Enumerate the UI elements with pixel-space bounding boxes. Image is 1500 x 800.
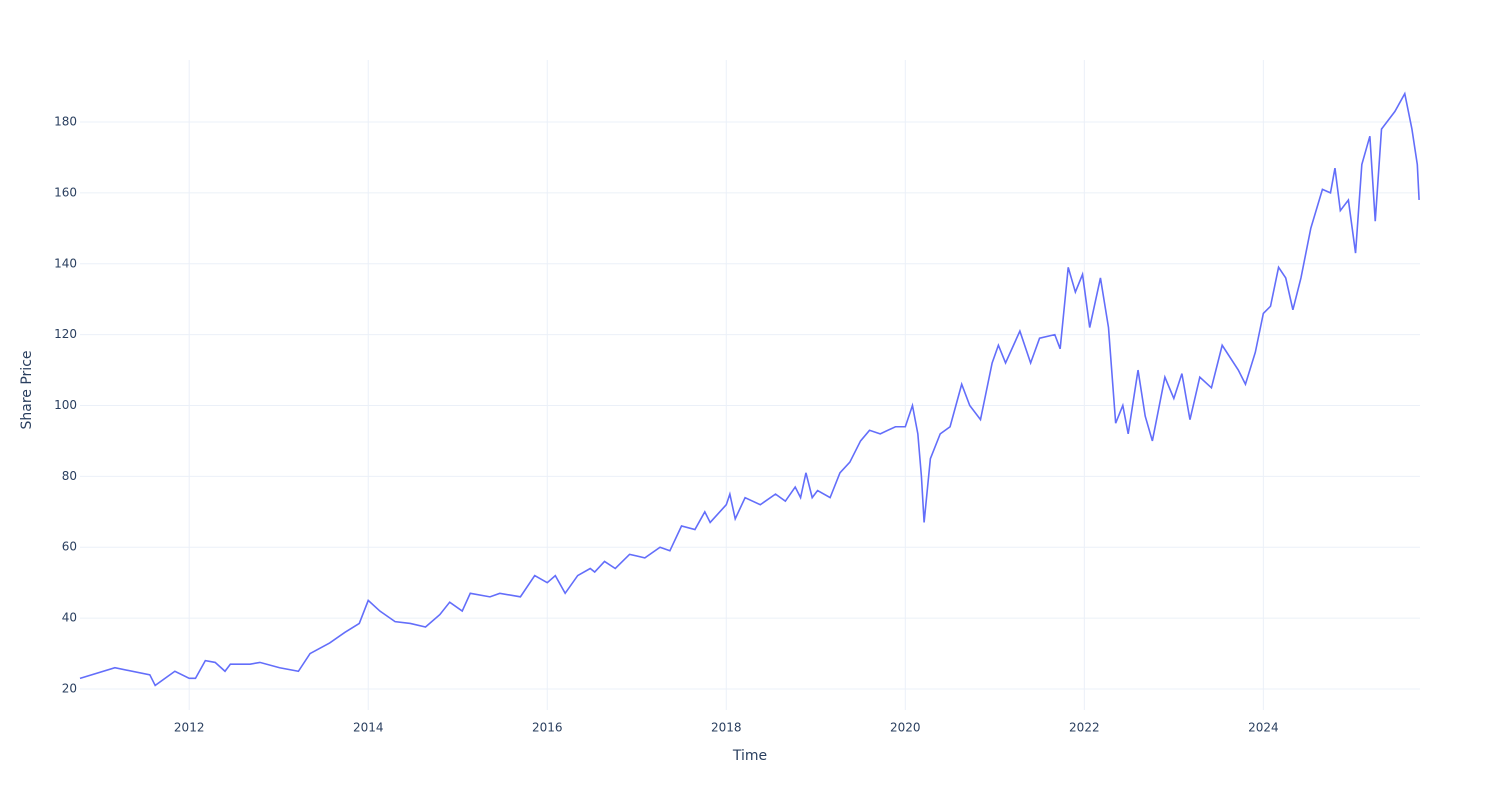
- x-tick-label: 2020: [890, 721, 921, 735]
- y-tick-label: 60: [62, 540, 77, 554]
- y-tick-label: 20: [62, 681, 77, 695]
- y-tick-label: 160: [54, 185, 77, 199]
- x-tick-label: 2016: [532, 721, 563, 735]
- y-tick-label: 80: [62, 469, 77, 483]
- y-tick-label: 180: [54, 115, 77, 129]
- y-tick-label: 140: [54, 256, 77, 270]
- x-tick-label: 2012: [174, 721, 205, 735]
- y-tick-label: 40: [62, 611, 77, 625]
- y-tick-label: 100: [54, 398, 77, 412]
- price-line: [79, 91, 1420, 687]
- x-tick-label: 2018: [711, 721, 742, 735]
- y-tick-label: 120: [54, 327, 77, 341]
- x-tick-label: 2022: [1069, 721, 1100, 735]
- x-tick-label: 2024: [1248, 721, 1279, 735]
- x-tick-label: 2014: [353, 721, 384, 735]
- x-axis-title: Time: [732, 748, 767, 764]
- y-axis-title: Share Price: [19, 350, 35, 429]
